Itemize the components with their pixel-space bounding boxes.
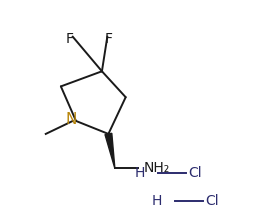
Text: Cl: Cl xyxy=(206,194,219,208)
Text: H: H xyxy=(135,166,145,180)
Text: N: N xyxy=(66,112,77,127)
Text: NH₂: NH₂ xyxy=(144,162,170,175)
Text: Cl: Cl xyxy=(188,166,202,180)
Text: H: H xyxy=(152,194,162,208)
Text: F: F xyxy=(105,32,112,46)
Polygon shape xyxy=(105,133,115,168)
Text: F: F xyxy=(66,32,74,46)
